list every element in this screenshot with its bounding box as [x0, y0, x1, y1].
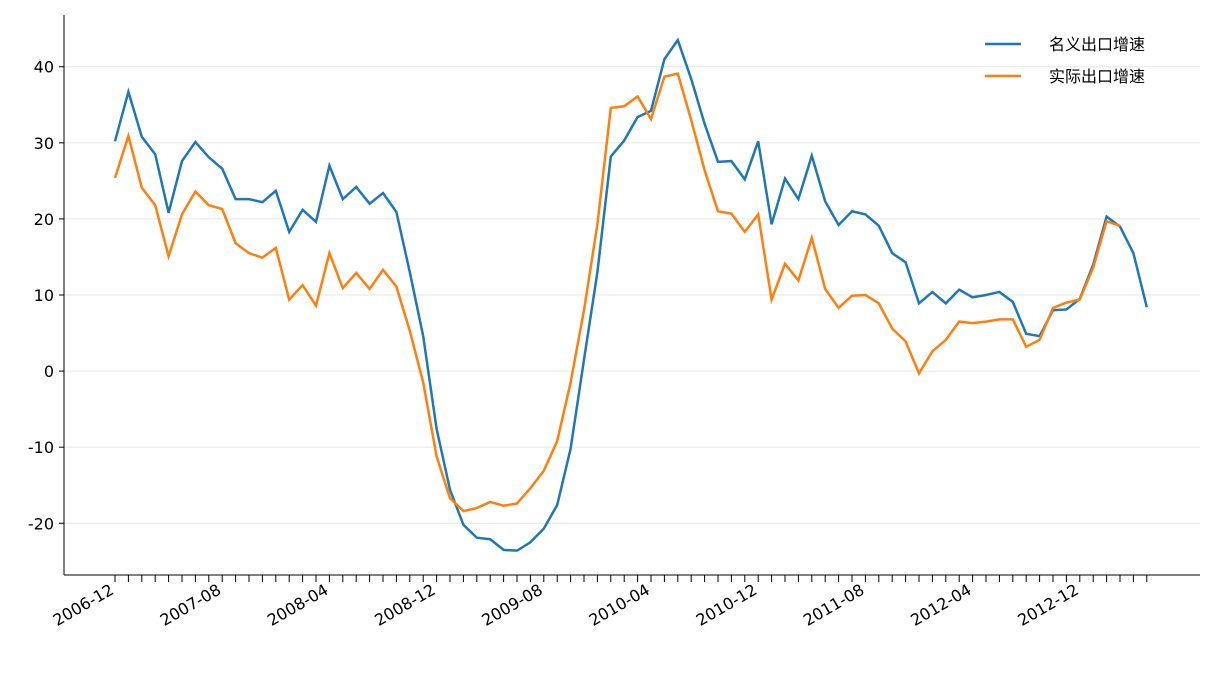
x-tick-label: 2009-08: [478, 580, 545, 630]
y-tick-label: -10: [28, 438, 54, 457]
y-tick-label: 10: [34, 286, 54, 305]
y-tick-label: -20: [28, 514, 54, 533]
series-line: [113, 72, 1121, 513]
x-tick-label: 2010-12: [693, 580, 760, 630]
series-line: [113, 37, 1149, 552]
x-tick-label: 2007-08: [157, 580, 224, 630]
x-tick-label: 2006-12: [50, 580, 117, 630]
x-tick-label: 2008-12: [371, 580, 438, 630]
x-tick-label: 2008-04: [264, 580, 331, 630]
x-tick-label: 2011-08: [800, 580, 867, 630]
y-tick-label: 40: [34, 58, 54, 77]
y-tick-label: 0: [44, 362, 54, 381]
x-tick-label: 2010-04: [586, 580, 653, 630]
legend-label: 实际出口增速: [1049, 67, 1145, 86]
legend-label: 名义出口增速: [1049, 35, 1145, 54]
y-tick-label: 20: [34, 210, 54, 229]
y-tick-label: 30: [34, 134, 54, 153]
x-tick-label: 2012-12: [1014, 580, 1081, 630]
x-tick-label: 2012-04: [907, 580, 974, 630]
